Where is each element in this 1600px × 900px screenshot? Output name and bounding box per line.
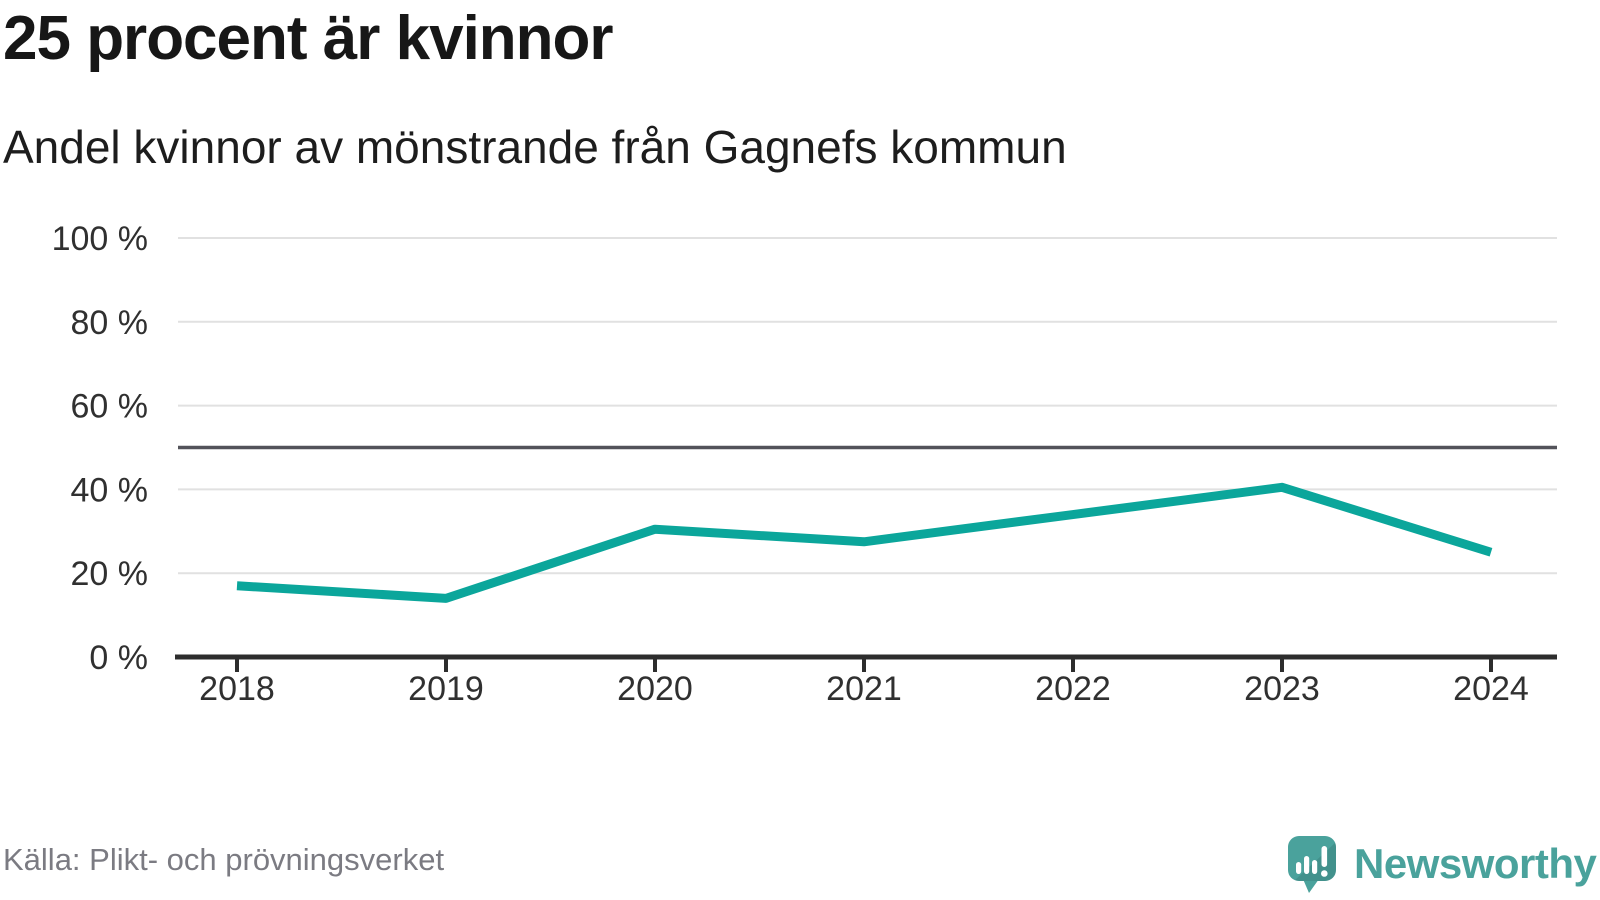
y-tick-label-80: 80 % xyxy=(71,304,149,342)
x-tick-label-2023: 2023 xyxy=(1244,670,1320,708)
logo-exclamation-dot xyxy=(1321,870,1328,877)
logo-bubble-tail xyxy=(1303,879,1319,893)
x-tick-label-2018: 2018 xyxy=(199,670,275,708)
chart-title: 25 procent är kvinnor xyxy=(3,4,614,73)
y-tick-label-20: 20 % xyxy=(71,555,149,593)
y-tick-label-60: 60 % xyxy=(71,388,149,426)
newsworthy-logo: Newsworthy xyxy=(1288,836,1597,898)
logo-exclamation-bar xyxy=(1321,846,1328,867)
logo-bar-1 xyxy=(1296,862,1302,874)
y-tick-label-100: 100 % xyxy=(52,220,148,258)
source-note: Källa: Plikt- och prövningsverket xyxy=(3,842,445,877)
x-tick-label-2020: 2020 xyxy=(617,670,693,708)
x-tick-label-2024: 2024 xyxy=(1453,670,1529,708)
newsworthy-speech-bubble-chart-icon xyxy=(1288,836,1336,893)
x-tick-label-2022: 2022 xyxy=(1035,670,1111,708)
logo-bar-3 xyxy=(1312,860,1318,874)
series-line xyxy=(236,482,1493,603)
x-tick-label-2019: 2019 xyxy=(408,670,484,708)
y-tick-label-0: 0 % xyxy=(89,639,148,677)
newsworthy-wordmark: Newsworthy xyxy=(1354,840,1597,887)
x-tick-label-2021: 2021 xyxy=(826,670,902,708)
y-tick-label-40: 40 % xyxy=(71,471,149,509)
line-chart: 2018 2019 2020 2021 2022 2023 2024 0 % 20 % 40 % 6… xyxy=(52,220,1557,708)
logo-bar-2 xyxy=(1304,856,1310,874)
chart-subtitle: Andel kvinnor av mönstrande från Gagnefs… xyxy=(3,121,1067,173)
